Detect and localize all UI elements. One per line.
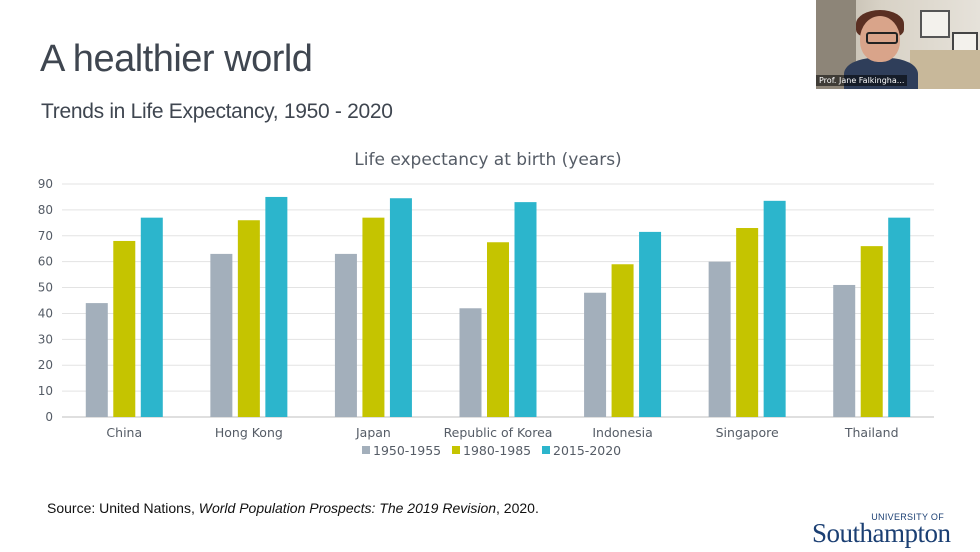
legend-label: 1950-1955 xyxy=(373,443,441,458)
x-tick-label: Singapore xyxy=(716,425,779,440)
x-tick-label: Republic of Korea xyxy=(444,425,553,440)
legend-swatch xyxy=(362,446,370,454)
y-tick-label: 30 xyxy=(38,332,53,346)
life-expectancy-chart: Life expectancy at birth (years) 0 10 20 30 4… xyxy=(38,150,934,458)
y-tick-label: 90 xyxy=(38,177,53,191)
bar-2015-2020-republic-of-korea xyxy=(514,202,537,417)
y-tick-label: 40 xyxy=(38,306,53,320)
source-italic-title: World Population Prospects: The 2019 Rev… xyxy=(198,500,497,516)
slide-title: A healthier world xyxy=(40,38,313,80)
logo-university-of: UNIVERSITY OF xyxy=(871,512,944,522)
chart-title: Life expectancy at birth (years) xyxy=(354,150,621,170)
speaker-name-caption: Prof. Jane Falkingha... xyxy=(816,75,908,86)
video-picture-frame xyxy=(920,10,950,38)
bar-2015-2020-japan xyxy=(389,198,412,417)
x-tick-label: Hong Kong xyxy=(215,425,283,440)
bar-1980-1985-republic-of-korea xyxy=(487,242,509,417)
bar-2015-2020-china xyxy=(140,217,163,417)
y-tick-label: 0 xyxy=(45,410,53,424)
bar-1980-1985-singapore xyxy=(736,228,759,417)
source-note: Source: United Nations, World Population… xyxy=(47,500,539,516)
bar-1950-1955-republic-of-korea xyxy=(459,308,482,417)
video-thumbnail[interactable]: Prof. Jane Falkingha... xyxy=(816,0,980,89)
y-tick-label: 20 xyxy=(38,358,53,372)
bar-2015-2020-singapore xyxy=(763,200,786,417)
bar-1950-1955-thailand xyxy=(833,284,856,417)
y-tick-label: 60 xyxy=(38,255,53,269)
bar-2015-2020-indonesia xyxy=(639,231,662,417)
bar-1950-1955-singapore xyxy=(708,261,731,417)
legend-swatch xyxy=(452,446,460,454)
x-tick-label: Indonesia xyxy=(592,425,652,440)
bar-1950-1955-china xyxy=(85,303,108,417)
bar-1950-1955-hong-kong xyxy=(210,253,233,417)
source-suffix: , 2020. xyxy=(496,500,539,516)
bar-2015-2020-hong-kong xyxy=(265,196,288,417)
x-tick-label: China xyxy=(106,425,142,440)
bar-1980-1985-hong-kong xyxy=(237,220,260,417)
bar-2015-2020-thailand xyxy=(888,217,911,417)
bar-1950-1955-japan xyxy=(334,253,357,417)
y-tick-label: 10 xyxy=(38,384,53,398)
y-tick-label: 80 xyxy=(38,203,53,217)
y-tick-label: 50 xyxy=(38,281,53,295)
speaker-glasses xyxy=(866,32,898,44)
bar-1980-1985-thailand xyxy=(860,246,883,417)
bar-1980-1985-indonesia xyxy=(611,264,634,417)
legend-label: 1980-1985 xyxy=(463,443,531,458)
legend-label: 2015-2020 xyxy=(553,443,621,458)
y-tick-label: 70 xyxy=(38,229,53,243)
bar-1950-1955-indonesia xyxy=(584,292,607,417)
slide-subtitle: Trends in Life Expectancy, 1950 - 2020 xyxy=(41,100,393,123)
video-cabinet xyxy=(910,50,980,89)
x-tick-label: Japan xyxy=(355,425,391,440)
x-tick-label: Thailand xyxy=(844,425,899,440)
legend-swatch xyxy=(542,446,550,454)
source-prefix: Source: United Nations, xyxy=(47,500,199,516)
bar-1980-1985-japan xyxy=(362,217,385,417)
university-logo: UNIVERSITY OF Southampton xyxy=(812,512,962,548)
logo-southampton: Southampton xyxy=(812,518,951,548)
bar-1980-1985-china xyxy=(113,240,136,417)
